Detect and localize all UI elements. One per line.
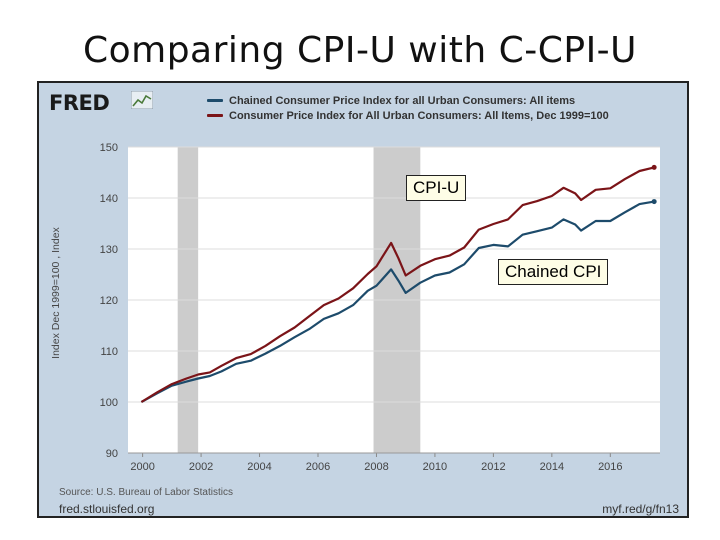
series-line-cpi-u xyxy=(140,166,655,403)
fred-url[interactable]: fred.stlouisfed.org xyxy=(59,502,155,516)
x-tick-label: 2006 xyxy=(306,461,330,473)
x-tick-label: 2014 xyxy=(540,461,564,473)
fred-logo: FRED xyxy=(49,91,110,115)
slide-title: Comparing CPI-U with C-CPI-U xyxy=(82,30,638,71)
callout-cpi-u: CPI-U xyxy=(406,175,467,201)
y-tick-label: 110 xyxy=(100,346,118,358)
y-tick-label: 150 xyxy=(100,142,118,154)
x-tick-label: 2004 xyxy=(247,461,271,473)
source-note: Source: U.S. Bureau of Labor Statistics xyxy=(59,487,233,498)
x-tick-label: 2010 xyxy=(423,461,447,473)
line-chart: 90 100 110 120 130 140 150 2000 2002 2004 2006 2008… xyxy=(100,142,660,473)
x-tick-label: 2012 xyxy=(481,461,505,473)
y-tick-label: 90 xyxy=(106,448,118,460)
fred-chart-icon xyxy=(131,91,153,109)
x-tick-label: 2016 xyxy=(598,461,622,473)
legend-label-cpi: Consumer Price Index for All Urban Consu… xyxy=(229,109,609,122)
x-tick-label: 2002 xyxy=(189,461,213,473)
series-end-point xyxy=(651,199,657,205)
legend-swatch-cpi xyxy=(207,114,223,117)
legend-label-chained: Chained Consumer Price Index for all Urb… xyxy=(229,94,576,107)
legend: Chained Consumer Price Index for all Urb… xyxy=(207,93,609,123)
legend-item-chained: Chained Consumer Price Index for all Urb… xyxy=(207,93,609,108)
y-tick-label: 120 xyxy=(100,295,118,307)
legend-swatch-chained xyxy=(207,99,223,102)
y-tick-label: 140 xyxy=(100,193,118,205)
x-tick-label: 2008 xyxy=(364,461,388,473)
y-tick-label: 130 xyxy=(100,244,118,256)
x-tick-label: 2000 xyxy=(130,461,154,473)
series-end-point xyxy=(651,164,657,170)
callout-chained-cpi: Chained CPI xyxy=(498,259,609,285)
legend-item-cpi: Consumer Price Index for All Urban Consu… xyxy=(207,108,609,123)
fred-chart-panel: FRED Chained Consumer Price Index for al… xyxy=(37,81,689,518)
series-line-chained-cpi xyxy=(140,200,655,403)
short-url[interactable]: myf.red/g/fn13 xyxy=(602,502,679,516)
y-tick-label: 100 xyxy=(100,397,118,409)
